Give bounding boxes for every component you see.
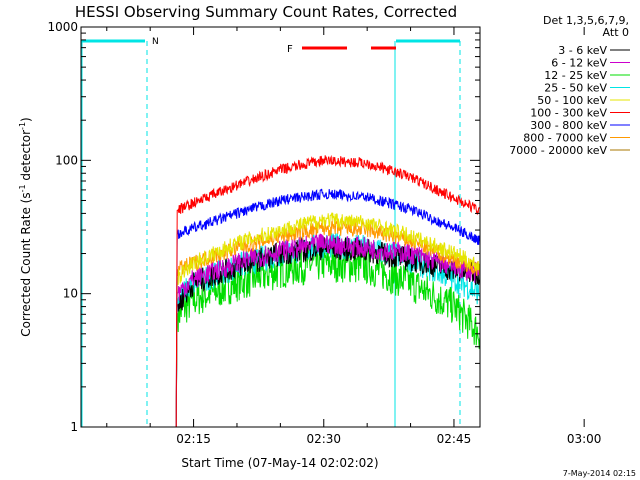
legend-header-1: Det 1,3,5,6,7,9,	[543, 14, 629, 27]
series-line-1	[175, 233, 480, 427]
legend-label-7: 800 - 7000 keV	[523, 132, 607, 145]
legend-label-5: 100 - 300 keV	[530, 107, 607, 120]
flare-label: F	[287, 44, 293, 55]
legend-label-3: 25 - 50 keV	[544, 82, 607, 95]
x-tick-label-0: 02:15	[176, 432, 211, 446]
x-axis-label: Start Time (07-May-14 02:02:02)	[181, 456, 378, 470]
x-tick-label-2: 02:45	[437, 432, 472, 446]
y-tick-label-0: 1	[70, 420, 78, 434]
night-label: N	[152, 37, 159, 47]
legend-label-1: 6 - 12 keV	[551, 57, 607, 70]
y-tick-label-2: 100	[55, 153, 78, 167]
chart-title: HESSI Observing Summary Count Rates, Cor…	[75, 3, 457, 21]
legend-label-4: 50 - 100 keV	[537, 94, 607, 107]
legend-label-8: 7000 - 20000 keV	[509, 144, 607, 157]
y-tick-label-3: 1000	[47, 20, 78, 34]
series-line-5	[175, 154, 480, 427]
legend-header-2: Att 0	[603, 26, 629, 39]
y-tick-label-1: 10	[63, 287, 78, 301]
y-axis-label: Corrected Count Rate (s-1 detector-1)	[18, 117, 33, 336]
series-line-3	[175, 233, 480, 427]
x-tick-label-1: 02:30	[306, 432, 341, 446]
timestamp-label: 7-May-2014 02:15	[563, 469, 636, 478]
series-line-6	[175, 188, 480, 427]
plot-frame	[80, 26, 481, 428]
legend-label-0: 3 - 6 keV	[558, 44, 607, 57]
x-tick-label-3: 03:00	[567, 432, 602, 446]
series-line-4	[175, 211, 480, 427]
series-layer	[175, 154, 480, 427]
legend-label-2: 12 - 25 keV	[544, 69, 607, 82]
legend-label-6: 300 - 800 keV	[530, 119, 607, 132]
